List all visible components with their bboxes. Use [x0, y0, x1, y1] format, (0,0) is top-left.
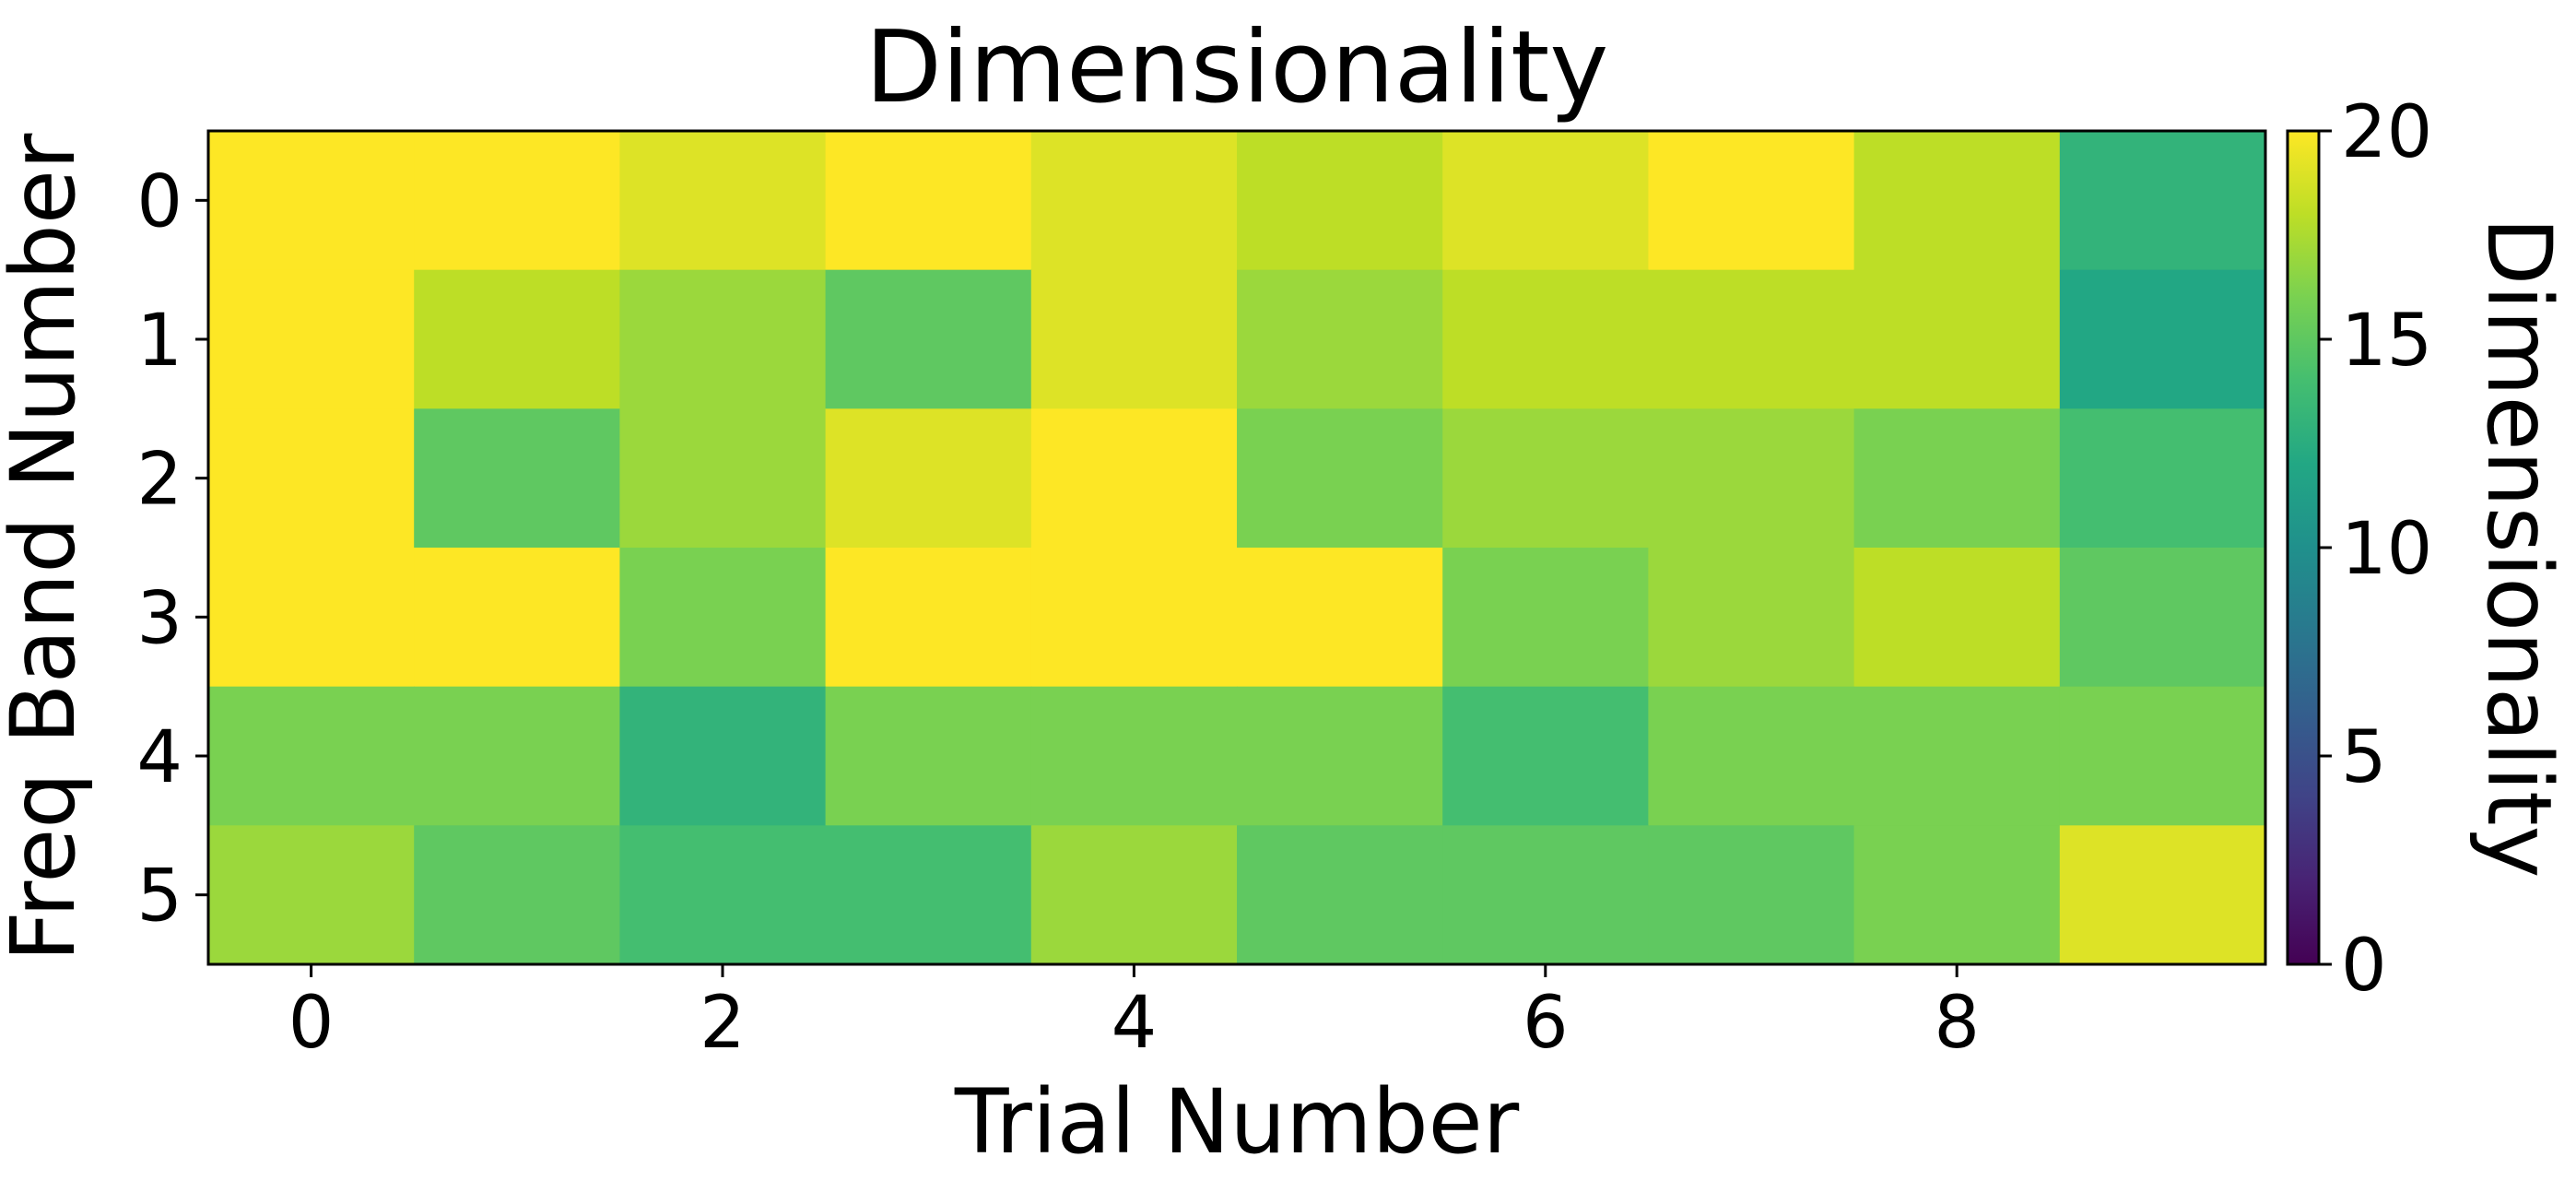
y-tick-label: 0	[136, 160, 182, 243]
chart-title: Dimensionality	[865, 10, 1609, 125]
colorbar-tick-label: 10	[2341, 508, 2432, 591]
heatmap-cell	[825, 548, 1032, 688]
y-tick-label: 4	[136, 716, 182, 799]
heatmap-cell	[1853, 686, 2061, 826]
colorbar: 0 5 10 15 20	[2286, 91, 2432, 1008]
heatmap-cell	[1853, 548, 2061, 688]
heatmap-cell	[1442, 408, 1649, 549]
colorbar-label: Dimensionality	[2467, 218, 2570, 879]
heatmap-cell	[1442, 131, 1649, 271]
heatmap-cell	[1237, 131, 1443, 271]
heatmap-cell	[208, 131, 415, 271]
heatmap-cell	[1237, 408, 1443, 549]
heatmap-cell	[619, 408, 827, 549]
heatmap-cell	[825, 408, 1032, 549]
heatmap-cell	[1237, 825, 1443, 965]
heatmap-cell	[619, 131, 827, 271]
colorbar-gradient	[2286, 129, 2321, 966]
heatmap-cell	[825, 686, 1032, 826]
heatmap-cells	[208, 131, 2266, 965]
heatmap-cell	[1648, 408, 1855, 549]
heatmap-cell	[2059, 269, 2266, 409]
heatmap-cell	[619, 269, 827, 409]
heatmap-cell	[1237, 269, 1443, 409]
heatmap-cell	[619, 548, 827, 688]
heatmap-cell	[825, 131, 1032, 271]
heatmap-cell	[208, 408, 415, 549]
x-axis-label: Trial Number	[954, 1070, 1520, 1174]
x-tick-label: 2	[700, 982, 746, 1065]
colorbar-tick-label: 15	[2341, 300, 2432, 383]
y-tick-label: 3	[136, 577, 182, 660]
heatmap-cell	[1030, 131, 1238, 271]
heatmap-cell	[208, 825, 415, 965]
heatmap-cell	[1237, 686, 1443, 826]
plot-frame	[206, 129, 2267, 966]
heatmap-cell	[2059, 131, 2266, 271]
heatmap-cell	[2059, 825, 2266, 965]
heatmap-cell	[619, 825, 827, 965]
heatmap-cell	[1030, 686, 1238, 826]
heatmap-cell	[414, 548, 620, 688]
heatmap-cell	[414, 825, 620, 965]
heatmap-cell	[414, 131, 620, 271]
heatmap-cell	[1030, 269, 1238, 409]
heatmap-cell	[1442, 548, 1649, 688]
x-tick-label: 4	[1112, 982, 1158, 1065]
heatmap-cell	[825, 269, 1032, 409]
colorbar-tick-label: 5	[2341, 716, 2387, 799]
heatmap-cell	[1442, 825, 1649, 965]
heatmap-cell	[1648, 548, 1855, 688]
heatmap-cell	[2059, 408, 2266, 549]
y-tick-label: 2	[136, 439, 182, 522]
x-tick-label: 6	[1523, 982, 1569, 1065]
y-axis-ticks: 0 1 2 3 4 5	[136, 160, 208, 938]
heatmap-cell	[208, 548, 415, 688]
y-axis-label: Freq Band Number	[0, 133, 95, 962]
y-tick-label: 5	[136, 856, 182, 938]
heatmap-cell	[1853, 825, 2061, 965]
heatmap-cell	[1648, 269, 1855, 409]
heatmap-cell	[1853, 269, 2061, 409]
heatmap-cell	[208, 269, 415, 409]
heatmap-cell	[1030, 408, 1238, 549]
heatmap-cell	[1648, 686, 1855, 826]
heatmap-cell	[825, 825, 1032, 965]
heatmap-cell	[414, 408, 620, 549]
heatmap-cell	[1442, 269, 1649, 409]
heatmap-cell	[619, 686, 827, 826]
x-axis-ticks: 0 2 4 6 8	[288, 964, 1980, 1065]
y-tick-label: 1	[136, 300, 182, 383]
heatmap-cell	[2059, 686, 2266, 826]
heatmap-cell	[1030, 548, 1238, 688]
heatmap-cell	[2059, 548, 2266, 688]
heatmap-cell	[414, 269, 620, 409]
heatmap-cell	[208, 686, 415, 826]
heatmap-cell	[1853, 408, 2061, 549]
heatmap-cell	[414, 686, 620, 826]
colorbar-tick-label: 0	[2341, 925, 2387, 1008]
heatmap-cell	[1853, 131, 2061, 271]
heatmap-cell	[1237, 548, 1443, 688]
heatmap-cell	[1030, 825, 1238, 965]
heatmap-cell	[1648, 825, 1855, 965]
x-tick-label: 8	[1934, 982, 1980, 1065]
heatmap-cell	[1442, 686, 1649, 826]
x-tick-label: 0	[288, 982, 335, 1065]
colorbar-tick-label: 20	[2341, 91, 2432, 174]
heatmap-cell	[1648, 131, 1855, 271]
